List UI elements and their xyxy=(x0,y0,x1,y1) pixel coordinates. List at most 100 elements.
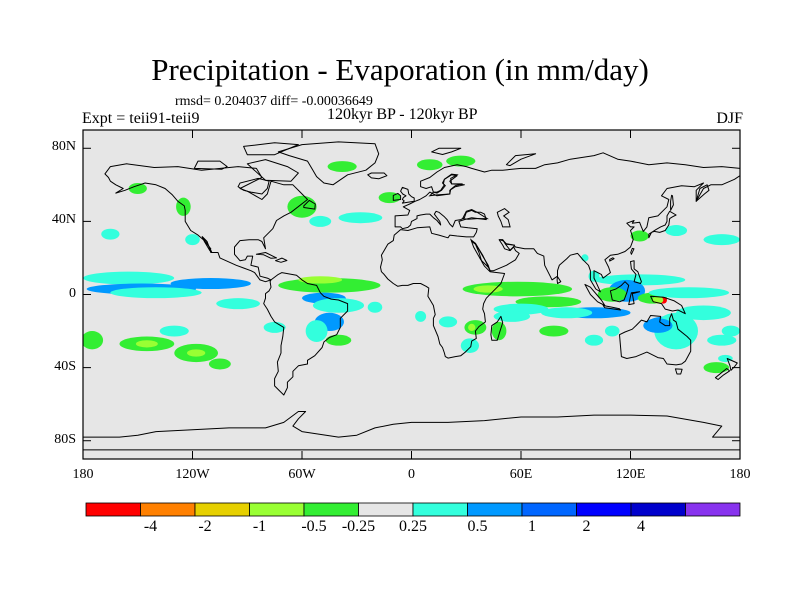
y-tick-label: 80S xyxy=(54,431,76,447)
coastline-philippines xyxy=(630,260,642,284)
x-tick-label: 120E xyxy=(615,467,646,482)
field-patch xyxy=(541,307,593,319)
chart-title: Precipitation - Evaporation (in mm/day) xyxy=(151,52,649,87)
coastline-britain xyxy=(400,186,415,204)
field-patch xyxy=(187,349,206,357)
field-patch xyxy=(367,301,383,313)
field-patch xyxy=(584,334,604,346)
y-tick-label: 0 xyxy=(69,285,76,301)
period-label: 120kyr BP - 120kyr BP xyxy=(327,106,478,123)
field-patch xyxy=(135,340,158,348)
field-patch xyxy=(718,354,733,363)
field-patch xyxy=(630,230,649,242)
colorbar-swatch xyxy=(467,502,523,517)
colorbar-swatch xyxy=(412,502,468,517)
coastline-sulawesi xyxy=(628,291,641,306)
colorbar-label: 0.5 xyxy=(467,518,488,535)
field-patch xyxy=(325,334,352,346)
coastline-ellesmere xyxy=(243,142,299,156)
field-patch xyxy=(468,323,476,332)
coastline-svalbard xyxy=(431,147,462,155)
field-patch xyxy=(185,234,200,246)
field-patch xyxy=(216,298,261,310)
field-patch xyxy=(491,321,507,341)
field-patch xyxy=(648,287,730,299)
field-patch xyxy=(676,305,731,321)
coastline-sakhalin xyxy=(670,194,674,211)
coastline-victoria-is xyxy=(193,160,228,170)
y-tick-label: 40N xyxy=(51,212,76,228)
field-patch xyxy=(438,316,458,328)
x-tick-label: 60W xyxy=(288,467,316,482)
field-patch xyxy=(298,276,343,284)
x-tick-label: 180 xyxy=(72,467,94,482)
field-patch xyxy=(703,362,730,374)
field-patch xyxy=(460,338,480,353)
colorbar-swatch xyxy=(358,502,414,517)
field-patch xyxy=(643,318,673,333)
coastline-eurasia xyxy=(380,152,740,359)
field-patch xyxy=(703,234,740,246)
coastline-greenland xyxy=(277,141,380,186)
shoreline-black-sea xyxy=(461,208,489,220)
x-tick-label: 60E xyxy=(509,467,533,482)
coastline-south-america xyxy=(263,272,349,396)
colorbar-label: -4 xyxy=(143,518,158,535)
colorbar-swatch xyxy=(140,502,196,517)
field-patch xyxy=(287,195,317,218)
axis-ticks xyxy=(82,130,741,459)
field-patch xyxy=(604,325,620,337)
coastline-hainan xyxy=(609,257,615,262)
field-patch xyxy=(305,320,328,343)
coastline-ireland xyxy=(392,192,402,201)
colorbar-swatch xyxy=(630,502,686,517)
coastline-sri-lanka xyxy=(556,276,562,284)
colorbar-swatch xyxy=(521,502,577,517)
colorbar-label: -0.5 xyxy=(301,518,327,535)
colorbar-label: -0.25 xyxy=(341,518,376,535)
field-patch xyxy=(415,310,427,322)
field-patch xyxy=(208,358,231,370)
coastline-newfoundland xyxy=(303,199,316,210)
field-patch xyxy=(327,161,357,173)
field-patch xyxy=(159,325,189,337)
shoreline-baltic xyxy=(428,173,463,197)
coastline-iceland xyxy=(367,172,388,180)
field-patch xyxy=(493,310,531,322)
coastline-java xyxy=(602,305,621,311)
coastline-nz-south xyxy=(714,368,731,380)
field-patch xyxy=(83,271,175,285)
coastline-kamchatka xyxy=(695,184,710,202)
field-patch xyxy=(597,287,627,302)
coastline-hispaniola xyxy=(275,257,288,263)
field-patch xyxy=(312,298,365,313)
colorbar-swatch xyxy=(85,502,141,517)
colorbar-label: 4 xyxy=(637,518,645,535)
x-tick-label: 0 xyxy=(408,467,415,482)
field-patch xyxy=(446,155,476,167)
y-tick-label: 80N xyxy=(51,139,76,155)
coastline-borneo xyxy=(609,281,630,303)
coastline-japan xyxy=(648,210,677,239)
stats-text: rmsd= 0.204037 diff= -0.00036649 xyxy=(175,94,373,109)
field-patch xyxy=(309,215,332,227)
colorbar-label: -1 xyxy=(252,518,267,535)
coastline-antarctica xyxy=(83,411,740,451)
colorbar-swatch xyxy=(685,502,741,517)
coastline-new-guinea xyxy=(650,295,686,315)
coastline-tasmania xyxy=(674,368,683,375)
field-patch xyxy=(539,325,569,337)
coastline-australia xyxy=(619,313,692,366)
colorbar-swatch xyxy=(576,502,632,517)
field-patch xyxy=(416,159,443,171)
contour-fields xyxy=(83,155,740,374)
colorbar-label: 2 xyxy=(582,518,591,535)
y-tick-label: 40S xyxy=(54,358,76,374)
experiment-label: Expt = teii91-teii9 xyxy=(82,110,200,127)
field-patch xyxy=(176,197,191,216)
field-patch xyxy=(83,331,104,350)
season-label: DJF xyxy=(716,110,743,127)
coastline-taiwan xyxy=(630,247,635,255)
coastline-madagascar xyxy=(490,315,504,341)
colorbar-swatch xyxy=(303,502,359,517)
